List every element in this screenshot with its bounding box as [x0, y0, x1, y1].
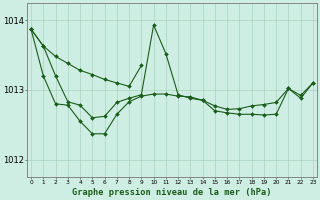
X-axis label: Graphe pression niveau de la mer (hPa): Graphe pression niveau de la mer (hPa) [72, 188, 272, 197]
